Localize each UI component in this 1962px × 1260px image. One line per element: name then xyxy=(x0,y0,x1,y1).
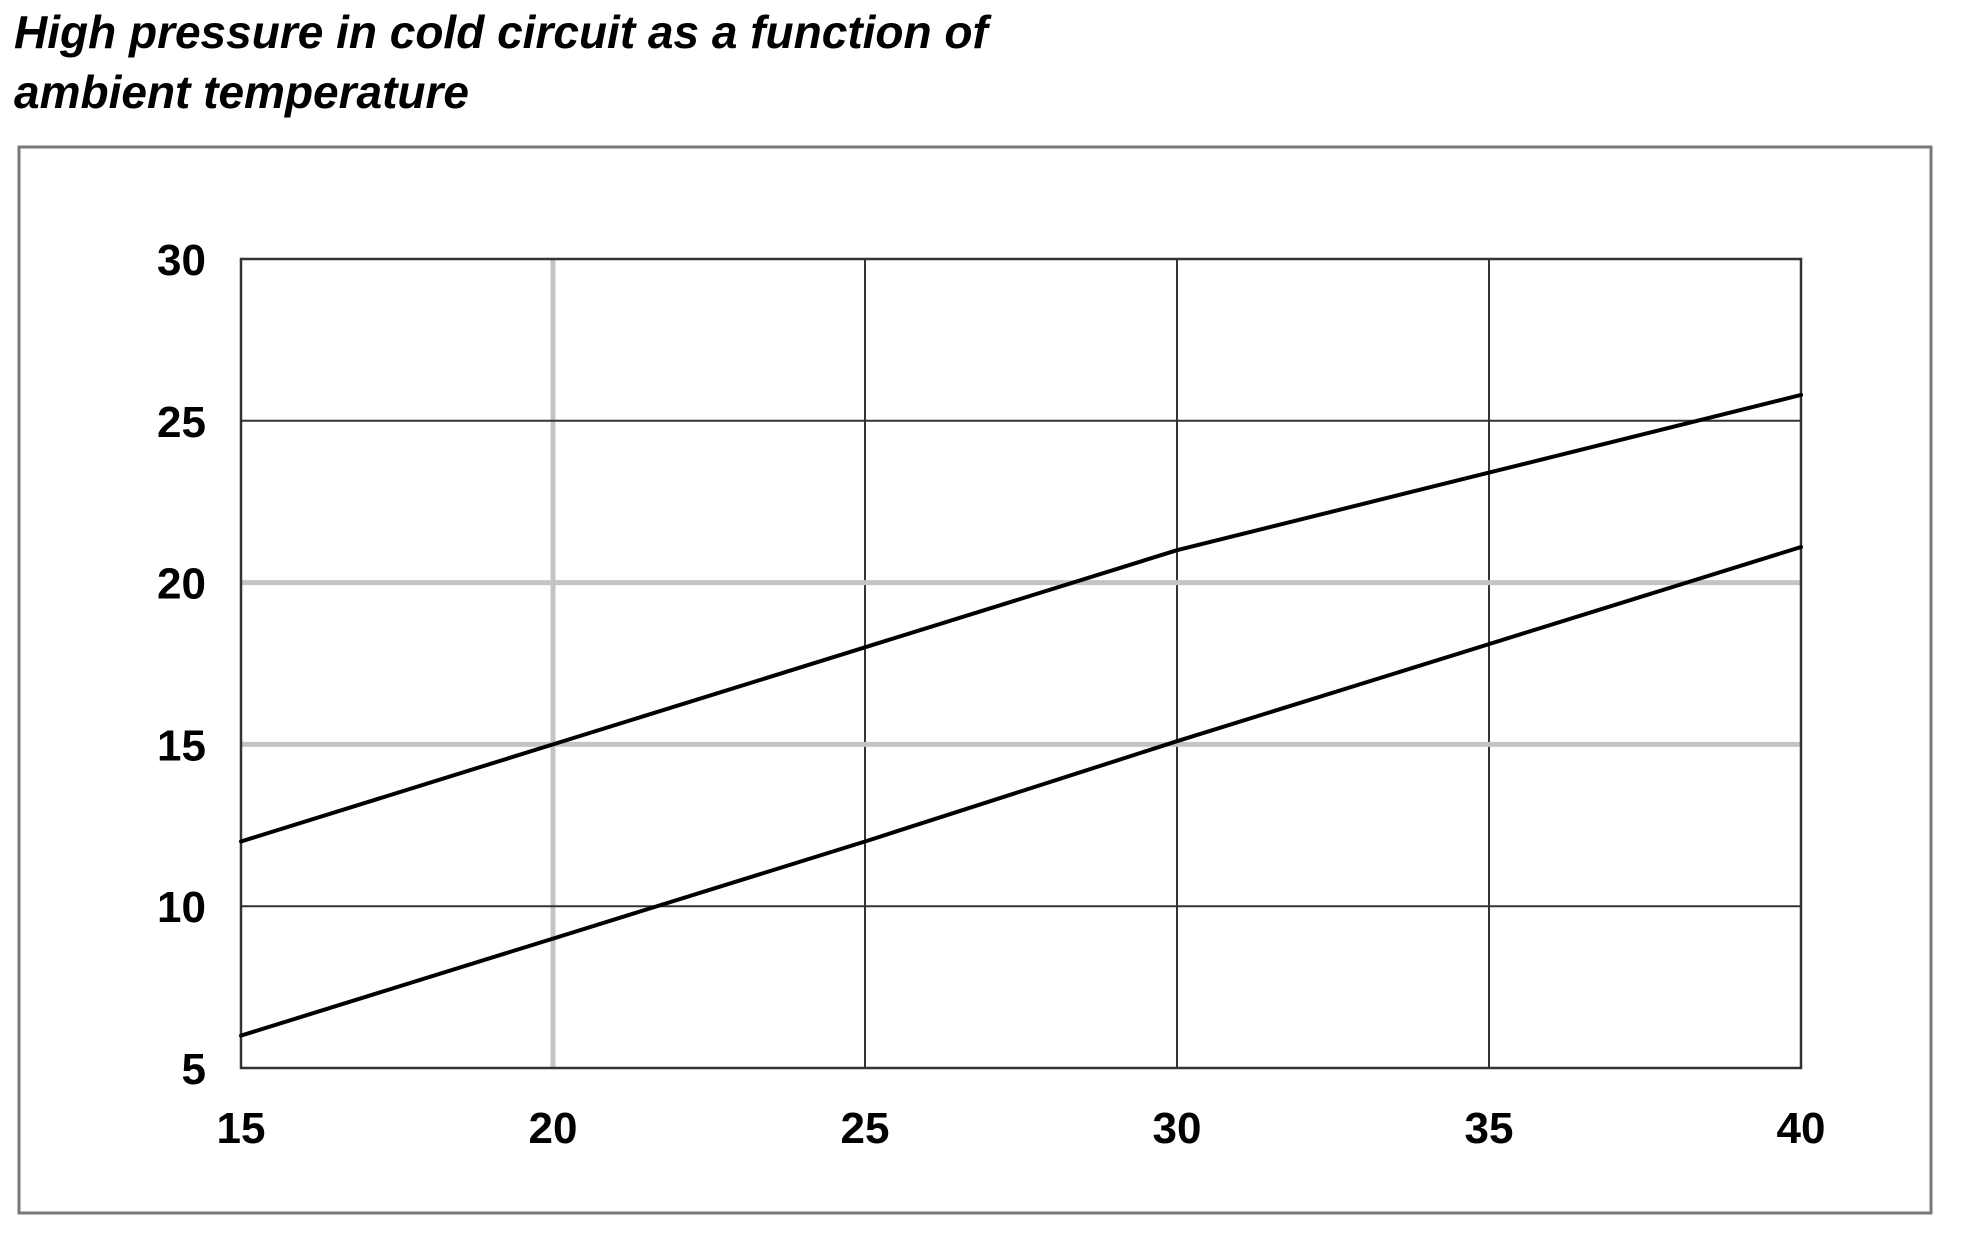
chart-title-line-1: High pressure in cold circuit as a funct… xyxy=(14,6,988,58)
y-axis-tick-labels: 5 10 15 20 25 30 xyxy=(157,236,206,1094)
x-axis-tick-labels: 15 20 25 30 35 40 xyxy=(217,1104,1826,1153)
chart-title: High pressure in cold circuit as a funct… xyxy=(14,2,988,122)
y-tick-label-10: 10 xyxy=(157,883,206,932)
chart-title-line-2: ambient temperature xyxy=(14,66,470,118)
series-line-1 xyxy=(239,392,1803,844)
grid xyxy=(241,259,1801,1068)
y-tick-label-5: 5 xyxy=(182,1045,206,1094)
plot-area-border xyxy=(239,257,1803,1070)
series-group xyxy=(239,392,1803,1038)
x-tick-label-20: 20 xyxy=(529,1104,578,1153)
y-tick-label-25: 25 xyxy=(157,398,206,447)
y-tick-label-15: 15 xyxy=(157,721,206,770)
chart-frame xyxy=(17,145,1933,1215)
y-tick-label-20: 20 xyxy=(157,560,206,609)
x-tick-label-40: 40 xyxy=(1777,1104,1826,1153)
series-line-2 xyxy=(239,545,1803,1038)
x-tick-label-30: 30 xyxy=(1153,1104,1202,1153)
x-tick-label-25: 25 xyxy=(841,1104,890,1153)
plot-border xyxy=(239,257,1803,1070)
x-tick-label-35: 35 xyxy=(1465,1104,1514,1153)
x-tick-label-15: 15 xyxy=(217,1104,266,1153)
y-tick-label-30: 30 xyxy=(157,236,206,285)
